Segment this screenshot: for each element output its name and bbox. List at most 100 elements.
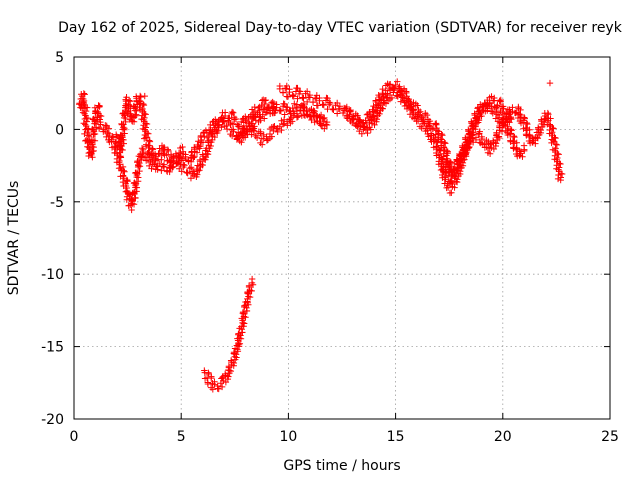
data-point	[435, 128, 442, 135]
data-point	[169, 163, 177, 171]
data-point	[269, 98, 276, 106]
data-point	[148, 165, 155, 172]
data-point	[379, 105, 386, 112]
data-point	[261, 115, 268, 122]
data-point	[463, 138, 471, 145]
data-point	[140, 101, 148, 109]
data-point	[316, 94, 323, 102]
data-point	[91, 104, 99, 111]
data-point	[191, 145, 199, 153]
data-point	[532, 140, 539, 147]
data-point	[178, 168, 185, 175]
data-point	[430, 135, 437, 143]
data-point	[463, 149, 470, 156]
data-point	[268, 133, 275, 140]
data-point	[517, 150, 524, 157]
x-tick-label: 20	[494, 429, 512, 445]
data-point	[256, 114, 263, 121]
data-point	[169, 154, 177, 161]
data-point	[311, 118, 318, 126]
data-point	[248, 279, 256, 287]
data-point	[300, 100, 308, 108]
data-point	[537, 126, 545, 134]
data-point	[239, 310, 247, 317]
data-point	[364, 125, 371, 132]
data-point	[136, 159, 143, 167]
data-point	[391, 85, 398, 92]
data-point	[108, 136, 115, 143]
data-point	[459, 156, 467, 164]
data-point	[521, 114, 528, 121]
data-point	[141, 126, 148, 133]
data-point	[228, 126, 235, 134]
data-point	[494, 102, 501, 110]
data-point	[313, 112, 320, 119]
data-point	[209, 386, 217, 393]
data-point	[122, 182, 130, 190]
data-point	[511, 133, 518, 141]
data-point	[507, 130, 514, 137]
data-point	[141, 92, 148, 100]
chart-title: Day 162 of 2025, Sidereal Day-to-day VTE…	[58, 20, 623, 36]
data-point	[82, 121, 89, 128]
data-point	[242, 314, 249, 321]
data-point	[135, 174, 142, 181]
data-point	[130, 113, 138, 121]
data-point	[232, 115, 240, 123]
data-point	[397, 98, 404, 105]
data-point	[286, 86, 293, 93]
data-point	[218, 114, 226, 121]
data-point	[193, 165, 200, 173]
data-point	[95, 125, 103, 132]
data-point	[82, 104, 90, 111]
data-point	[495, 133, 503, 140]
data-point	[225, 363, 233, 370]
data-point	[95, 103, 103, 111]
data-point	[553, 156, 560, 163]
data-point	[343, 103, 351, 111]
data-point	[541, 115, 548, 123]
data-point	[140, 135, 148, 142]
data-point	[426, 117, 434, 125]
data-point	[441, 139, 448, 146]
data-point	[257, 139, 264, 147]
data-point	[139, 100, 147, 108]
data-point	[80, 90, 88, 97]
data-point	[161, 152, 168, 159]
data-point	[88, 150, 95, 157]
data-point	[163, 167, 171, 174]
data-point	[427, 130, 435, 137]
data-point	[433, 138, 441, 145]
data-point	[517, 111, 524, 119]
data-point	[125, 97, 133, 104]
data-point	[239, 319, 247, 327]
data-point	[127, 98, 134, 105]
data-point	[238, 326, 245, 333]
data-point	[496, 124, 503, 131]
data-point	[258, 102, 265, 109]
data-point	[130, 201, 138, 208]
data-point	[196, 156, 204, 164]
data-point	[278, 117, 285, 124]
data-point	[444, 172, 452, 179]
data-point	[141, 110, 148, 117]
data-point	[489, 110, 496, 117]
data-point	[276, 82, 284, 90]
data-point	[234, 346, 241, 353]
data-point	[472, 115, 480, 123]
data-point	[193, 149, 201, 156]
data-point	[117, 141, 124, 149]
plot-frame	[73, 56, 611, 420]
data-point	[211, 133, 218, 141]
data-point	[181, 162, 188, 169]
data-point	[227, 367, 235, 375]
data-point	[85, 152, 92, 160]
data-point	[92, 120, 99, 128]
data-point	[142, 111, 149, 118]
y-tick-label: 5	[55, 50, 64, 66]
data-point	[366, 110, 374, 118]
data-point	[239, 329, 246, 336]
data-point	[240, 313, 248, 320]
data-point	[232, 351, 240, 358]
